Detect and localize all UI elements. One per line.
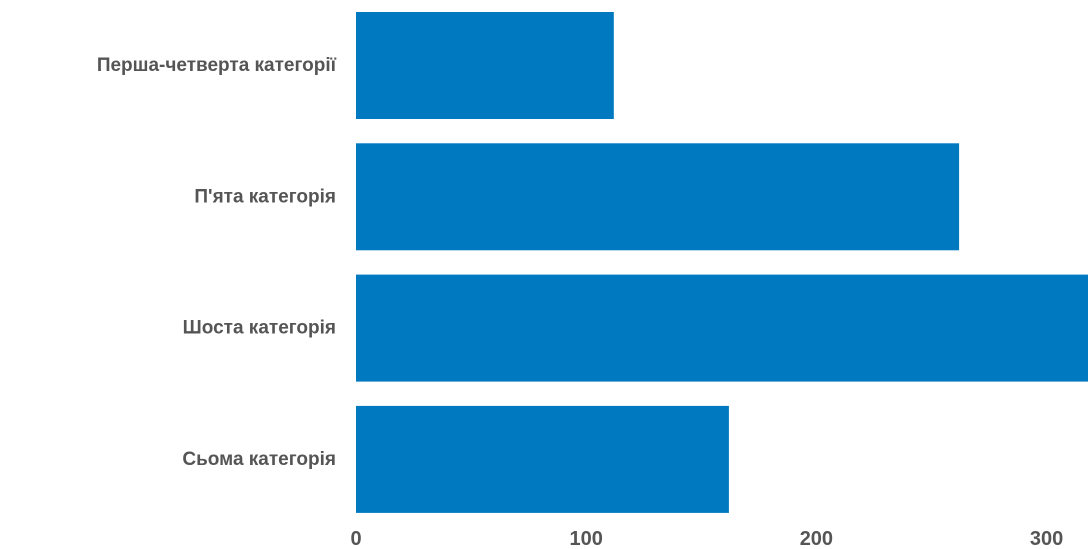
category-label-4: Сьома категорія xyxy=(182,449,336,470)
bars-group xyxy=(356,12,1088,513)
bar-1 xyxy=(356,12,614,119)
bar-4 xyxy=(356,405,729,513)
x-tick-label-200: 200 xyxy=(800,528,833,549)
category-label-3: Шоста категорія xyxy=(183,318,336,339)
x-tick-label-300: 300 xyxy=(1030,528,1063,549)
x-axis-ticks: 0 100 200 300 xyxy=(350,528,1063,549)
category-label-1: Перша-четверта категорії xyxy=(97,55,337,76)
x-tick-label-0: 0 xyxy=(350,528,361,549)
bar-3 xyxy=(356,274,1088,382)
x-tick-label-100: 100 xyxy=(570,528,603,549)
category-labels: Перша-четверта категорії П'ята категорія Ш… xyxy=(97,55,337,470)
category-label-2: П'ята категорія xyxy=(194,186,336,207)
bar-2 xyxy=(356,143,960,251)
